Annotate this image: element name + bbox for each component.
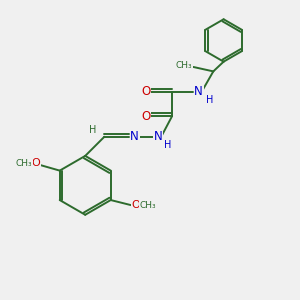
Text: H: H <box>206 95 213 105</box>
Text: CH₃: CH₃ <box>176 61 192 70</box>
Text: H: H <box>89 125 97 135</box>
Text: N: N <box>130 130 139 143</box>
Text: O: O <box>32 158 40 168</box>
Text: O: O <box>141 110 150 123</box>
Text: O: O <box>131 200 140 210</box>
Text: O: O <box>141 85 150 98</box>
Text: CH₃: CH₃ <box>16 159 32 168</box>
Text: H: H <box>164 140 171 150</box>
Text: CH₃: CH₃ <box>140 201 156 210</box>
Text: N: N <box>194 85 203 98</box>
Text: N: N <box>154 130 163 143</box>
